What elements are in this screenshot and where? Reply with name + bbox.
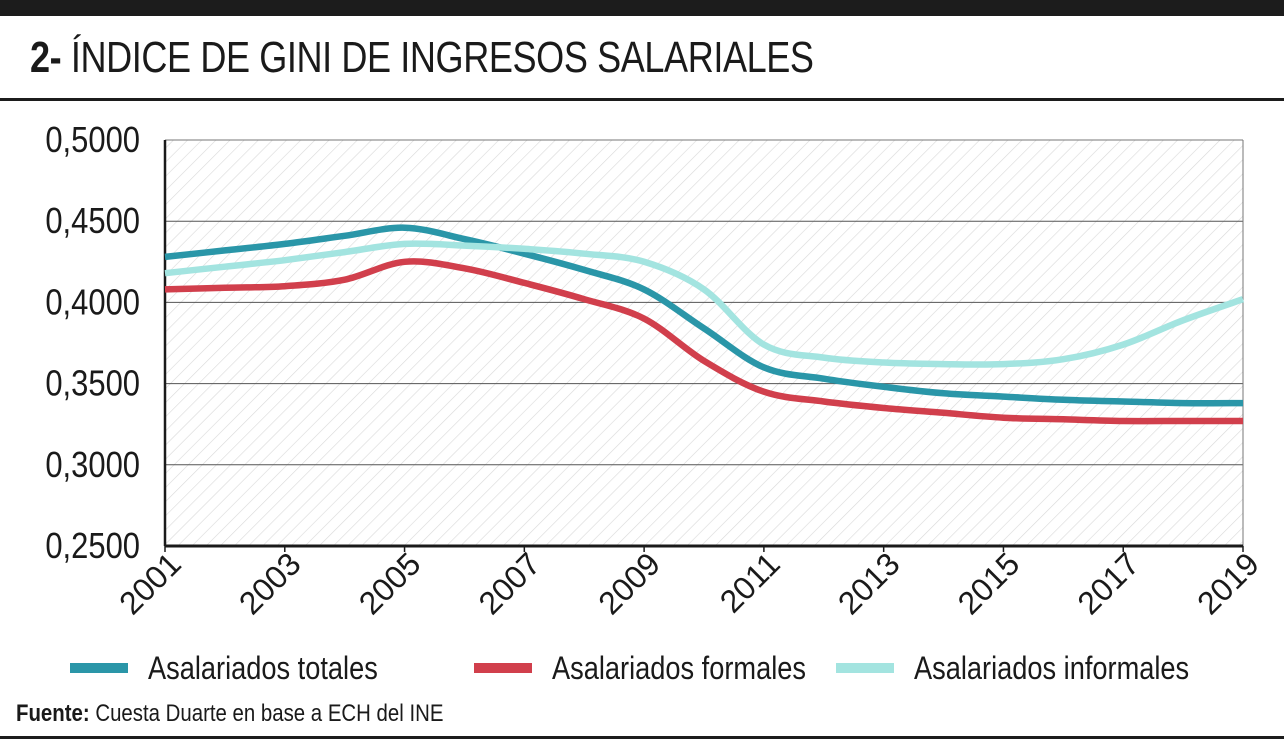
legend-item-totales: Asalariados totales [70,642,418,694]
legend-item-formales: Asalariados formales [474,642,851,694]
source-label: Fuente: [16,700,90,727]
x-tick-label: 2003 [232,545,308,621]
y-tick-labels: 0,5000 0,4500 0,4000 0,3500 0,3000 0,2500 [45,121,140,567]
legend-item-informales: Asalariados informales [836,642,1238,694]
chart-number: 2- [30,33,62,82]
x-tick-label: 2011 [713,545,787,619]
legend-label-formales: Asalariados formales [552,649,806,686]
legend-label-informales: Asalariados informales [914,649,1190,686]
y-tick-label: 0,4000 [45,283,140,323]
axes [163,139,1244,548]
plot-area [165,140,1243,546]
chart-title-text: ÍNDICE DE GINI DE INGRESOS SALARIALES [70,33,814,82]
y-tick-label: 0,4500 [45,202,140,242]
legend: Asalariados totales Asalariados formales… [0,642,1284,694]
x-tick-label: 2009 [591,545,667,621]
chart-title: 2- ÍNDICE DE GINI DE INGRESOS SALARIALES [30,28,814,88]
x-tick-label: 2019 [1190,545,1266,621]
legend-swatch-totales [70,663,128,673]
line-chart: 0,5000 0,4500 0,4000 0,3500 0,3000 0,2500 200… [45,121,1266,621]
x-tick-label: 2007 [471,545,547,621]
title-divider [0,98,1284,101]
x-tick-labels: 2001 2003 2005 2007 2009 2011 2013 2015 2017 2019 [112,545,1266,621]
series-line-2 [164,240,1245,368]
series-line-0 [164,224,1244,407]
series-line-1 [164,258,1243,425]
y-tick-label: 0,5000 [45,121,140,161]
x-tick-label: 2013 [831,545,907,621]
y-tick-label: 0,2500 [45,527,140,567]
legend-swatch-formales [474,663,532,673]
gridlines [165,220,1243,466]
series-lines [164,224,1245,425]
source-text: Cuesta Duarte en base a ECH del INE [95,700,444,727]
legend-swatch-informales [836,663,894,673]
source-note: Fuente: Cuesta Duarte en base a ECH del … [16,700,443,728]
x-tick-label: 2005 [352,545,428,621]
x-tick-label: 2017 [1070,545,1146,621]
bottom-divider [0,736,1284,739]
legend-label-totales: Asalariados totales [148,649,378,686]
x-tick-label: 2015 [951,545,1027,621]
top-bar [0,0,1284,16]
y-tick-label: 0,3500 [45,365,140,405]
y-tick-label: 0,3000 [45,446,140,486]
